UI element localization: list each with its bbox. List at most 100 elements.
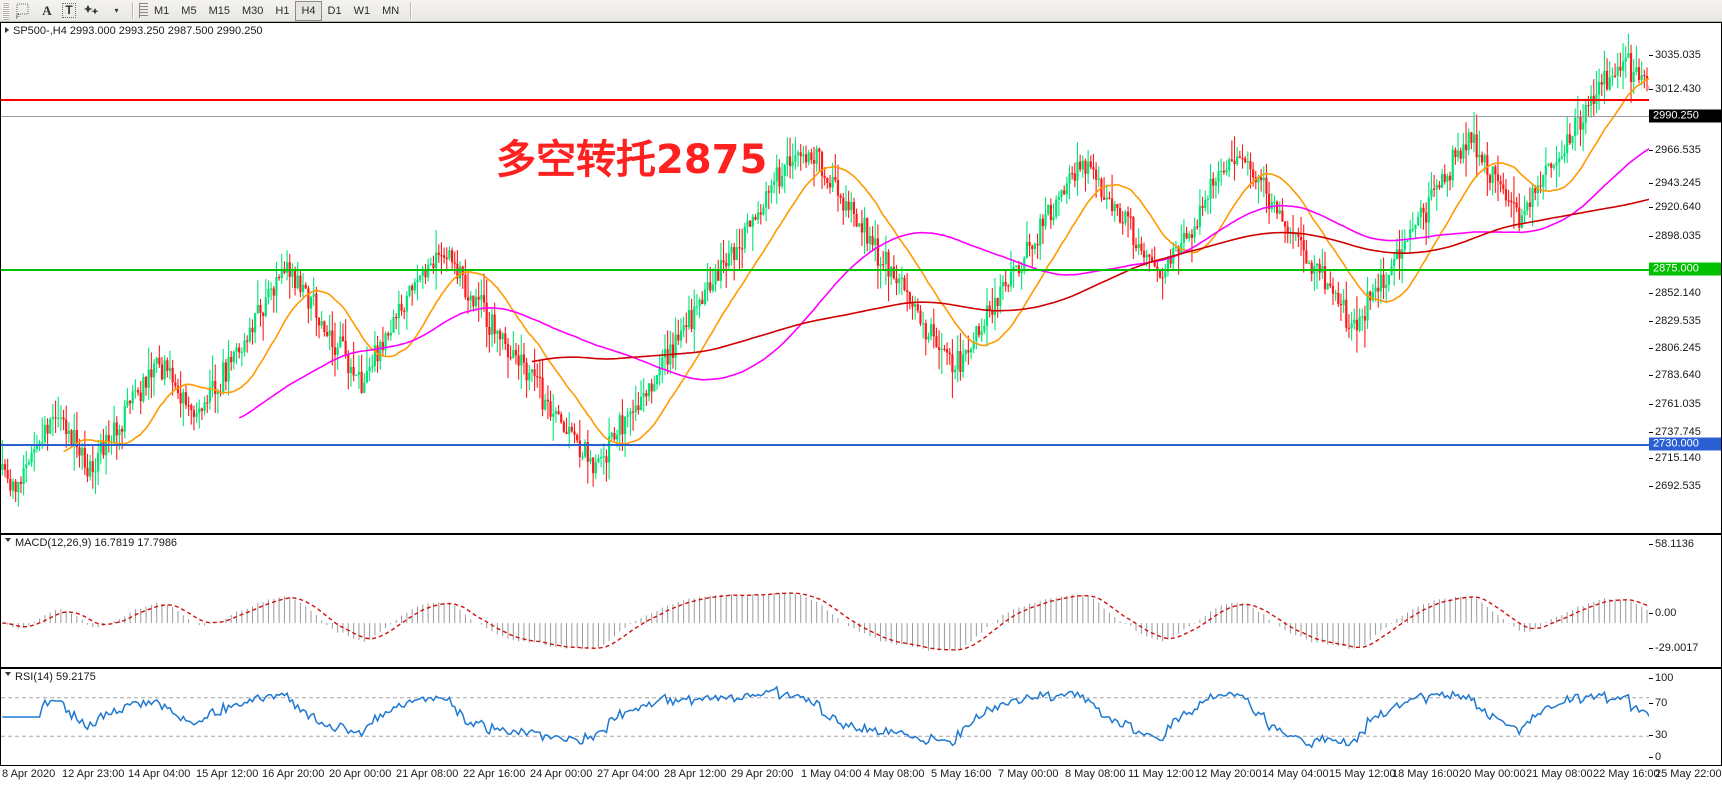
rsi-tick-label: 100 <box>1655 672 1674 684</box>
text-object-icon[interactable]: T <box>58 1 80 21</box>
time-axis-label: 5 May 16:00 <box>931 768 992 780</box>
collapse-triangle-icon-rsi[interactable] <box>5 672 11 679</box>
ma-mid-line <box>238 147 1649 419</box>
timeframe-m1[interactable]: M1 <box>148 1 175 21</box>
price-tick-label: 2715.140 <box>1655 452 1701 464</box>
price-tick-label: 2943.245 <box>1655 177 1701 189</box>
timeframe-m30[interactable]: M30 <box>236 1 269 21</box>
timeframe-h1[interactable]: H1 <box>269 1 295 21</box>
time-axis-label: 4 May 08:00 <box>864 768 925 780</box>
price-tick-mark <box>1649 432 1653 433</box>
price-tick-mark <box>1649 375 1653 376</box>
rsi-pane-header: RSI(14) 59.2175 <box>5 671 96 683</box>
price-tick-mark <box>1649 458 1653 459</box>
timeframe-d1[interactable]: D1 <box>322 1 348 21</box>
price-svg <box>1 33 1649 507</box>
price-tick-mark <box>1649 89 1653 90</box>
toolbar-separator <box>132 2 134 19</box>
time-axis-label: 28 Apr 12:00 <box>664 768 727 780</box>
price-axis[interactable]: 3035.035 3012.430 2990.250 2966.535 2943.245… <box>1649 23 1721 533</box>
price-pane-header: SP500-,H4 2993.000 2993.250 2987.500 299… <box>5 25 263 37</box>
timeframe-w1[interactable]: W1 <box>348 1 377 21</box>
timeframe-m5[interactable]: M5 <box>175 1 202 21</box>
rsi-tick-label: 70 <box>1655 697 1668 709</box>
toolbar-separator-2 <box>410 2 413 19</box>
time-axis-label: 18 May 16:00 <box>1392 768 1459 780</box>
macd-histogram <box>7 592 1648 651</box>
rsi-axis[interactable]: 100 70 30 0 <box>1649 669 1721 765</box>
rsi-tick-mark <box>1649 735 1653 736</box>
time-axis-label: 12 Apr 23:00 <box>62 768 125 780</box>
price-tick-label: 2920.640 <box>1655 201 1701 213</box>
price-tick-mark <box>1649 486 1653 487</box>
time-axis-label: 12 May 20:00 <box>1195 768 1262 780</box>
macd-header-text: MACD(12,26,9) 16.7819 17.7986 <box>15 537 178 549</box>
collapse-triangle-icon[interactable] <box>5 27 9 33</box>
time-axis-label: 22 Apr 16:00 <box>463 768 526 780</box>
macd-axis[interactable]: 58.1136 0.00 -29.0017 <box>1649 535 1721 667</box>
rsi-pane[interactable]: RSI(14) 59.2175 100 70 30 0 <box>0 668 1722 766</box>
bid-price-line <box>1 116 1649 117</box>
time-axis-label: 27 Apr 04:00 <box>597 768 660 780</box>
text-label-icon[interactable]: A <box>36 1 58 21</box>
price-tick-label: 2852.140 <box>1655 287 1701 299</box>
text-object-glyph: T <box>62 3 76 18</box>
price-tick-label: 3035.035 <box>1655 49 1701 61</box>
price-tick-mark <box>1649 183 1653 184</box>
price-tick-label: 2806.245 <box>1655 342 1701 354</box>
time-axis-label: 22 May 16:00 <box>1593 768 1660 780</box>
time-axis-label: 20 Apr 00:00 <box>329 768 392 780</box>
time-axis-label: 16 Apr 20:00 <box>262 768 325 780</box>
price-tick-label: 2829.535 <box>1655 315 1701 327</box>
timeframe-label: MN <box>382 4 400 17</box>
level-line-2730[interactable] <box>1 444 1649 446</box>
price-tick-mark <box>1649 404 1653 405</box>
macd-tick-label: 58.1136 <box>1655 538 1694 550</box>
toolbar-grip[interactable] <box>2 1 9 20</box>
time-axis-label: 14 Apr 04:00 <box>128 768 191 780</box>
time-axis-label: 7 May 00:00 <box>998 768 1059 780</box>
crosshair-grid-icon[interactable]: F <box>12 1 36 21</box>
chevron-down-glyph: ▾ <box>114 6 119 15</box>
price-tick-label: 2898.035 <box>1655 230 1701 242</box>
rsi-canvas <box>1 669 1649 765</box>
timeframe-label: W1 <box>353 4 371 17</box>
price-tick-mark <box>1649 55 1653 56</box>
price-tick-mark <box>1649 207 1653 208</box>
timeframe-grip[interactable] <box>139 3 148 18</box>
text-label-glyph: A <box>42 2 52 18</box>
price-pane[interactable]: SP500-,H4 2993.000 2993.250 2987.500 299… <box>0 22 1722 534</box>
level-line-2875[interactable] <box>1 269 1649 271</box>
timeframe-h4[interactable]: H4 <box>295 0 322 21</box>
price-price-tag: 2990.250 <box>1649 109 1721 123</box>
macd-signal-line <box>2 592 1649 651</box>
macd-pane[interactable]: MACD(12,26,9) 16.7819 17.7986 58.1136 0.0… <box>0 534 1722 668</box>
time-axis-label: 15 Apr 12:00 <box>196 768 259 780</box>
rsi-line <box>2 685 1649 749</box>
time-axis[interactable]: 8 Apr 2020 12 Apr 23:00 14 Apr 04:00 15 Apr… <box>0 766 1722 788</box>
ma-fast-line <box>63 77 1649 453</box>
macd-tick-mark <box>1649 613 1653 614</box>
macd-tick-mark <box>1649 648 1653 649</box>
collapse-triangle-icon-macd[interactable] <box>5 538 11 545</box>
rsi-tick-label: 0 <box>1655 751 1662 763</box>
macd-pane-header: MACD(12,26,9) 16.7819 17.7986 <box>5 537 177 549</box>
objects-dropdown-icon[interactable]: ▾ <box>105 1 127 21</box>
objects-icon[interactable] <box>80 1 105 21</box>
chart-stack: SP500-,H4 2993.000 2993.250 2987.500 299… <box>0 22 1722 788</box>
price-tick-label: 2783.640 <box>1655 369 1701 381</box>
level-line-3000[interactable] <box>1 99 1649 101</box>
price-tick-mark <box>1649 150 1653 151</box>
timeframe-label: M5 <box>181 4 197 17</box>
price-price-tag: 2875.000 <box>1649 262 1721 276</box>
timeframe-mn[interactable]: MN <box>376 1 405 21</box>
rsi-tick-mark <box>1649 757 1653 758</box>
price-tick-mark <box>1649 236 1653 237</box>
timeframe-label: D1 <box>327 4 342 17</box>
time-axis-label: 24 Apr 00:00 <box>530 768 593 780</box>
macd-canvas <box>1 535 1649 667</box>
symbol-ohlc-text: SP500-,H4 2993.000 2993.250 2987.500 299… <box>13 25 263 37</box>
time-axis-label: 25 May 22:00 <box>1655 768 1722 780</box>
timeframe-m15[interactable]: M15 <box>203 1 236 21</box>
